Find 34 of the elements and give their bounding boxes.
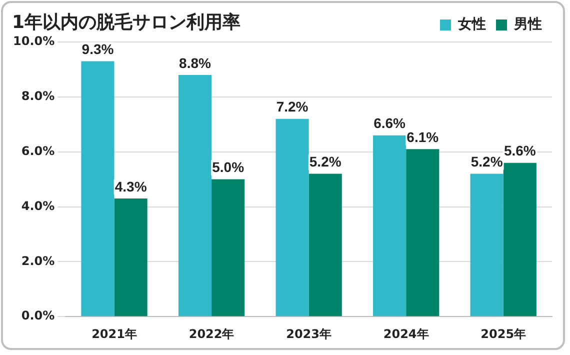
data-label: 5.2% bbox=[470, 154, 504, 170]
data-label: 5.2% bbox=[309, 154, 342, 170]
data-label: 6.6% bbox=[374, 115, 406, 132]
bar bbox=[308, 174, 342, 316]
bar bbox=[114, 198, 148, 316]
data-label: 9.3% bbox=[82, 41, 114, 58]
bar bbox=[373, 135, 406, 316]
bar bbox=[178, 74, 212, 316]
x-tick-label: 2024年 bbox=[383, 326, 429, 341]
bar bbox=[81, 61, 114, 316]
data-label: 8.8% bbox=[179, 54, 212, 71]
bar bbox=[276, 118, 309, 316]
y-tick-label: 2.0% bbox=[21, 254, 55, 268]
data-label: 4.3% bbox=[114, 178, 148, 194]
y-tick-label: 8.0% bbox=[21, 89, 55, 104]
chart-title: 1年以内の脱毛サロン利用率 bbox=[12, 11, 241, 34]
bar bbox=[212, 179, 245, 316]
y-tick-label: 0.0% bbox=[21, 308, 55, 323]
data-label: 7.2% bbox=[276, 98, 309, 115]
data-label: 5.0% bbox=[212, 159, 245, 176]
legend-label: 女性 bbox=[457, 16, 486, 33]
bar bbox=[406, 149, 440, 316]
y-tick-label: 10.0% bbox=[12, 34, 55, 48]
y-tick-label: 4.0% bbox=[21, 198, 55, 213]
x-tick-label: 2025年 bbox=[480, 326, 526, 341]
data-label: 5.6% bbox=[504, 142, 536, 159]
x-tick-label: 2022年 bbox=[188, 326, 234, 341]
bar bbox=[470, 174, 504, 316]
data-label: 6.1% bbox=[406, 128, 440, 145]
x-tick-label: 2023年 bbox=[286, 326, 332, 341]
bar bbox=[503, 162, 536, 316]
x-tick-label: 2021年 bbox=[92, 326, 137, 341]
y-tick-label: 6.0% bbox=[21, 144, 55, 158]
legend-label: 男性 bbox=[513, 16, 542, 33]
